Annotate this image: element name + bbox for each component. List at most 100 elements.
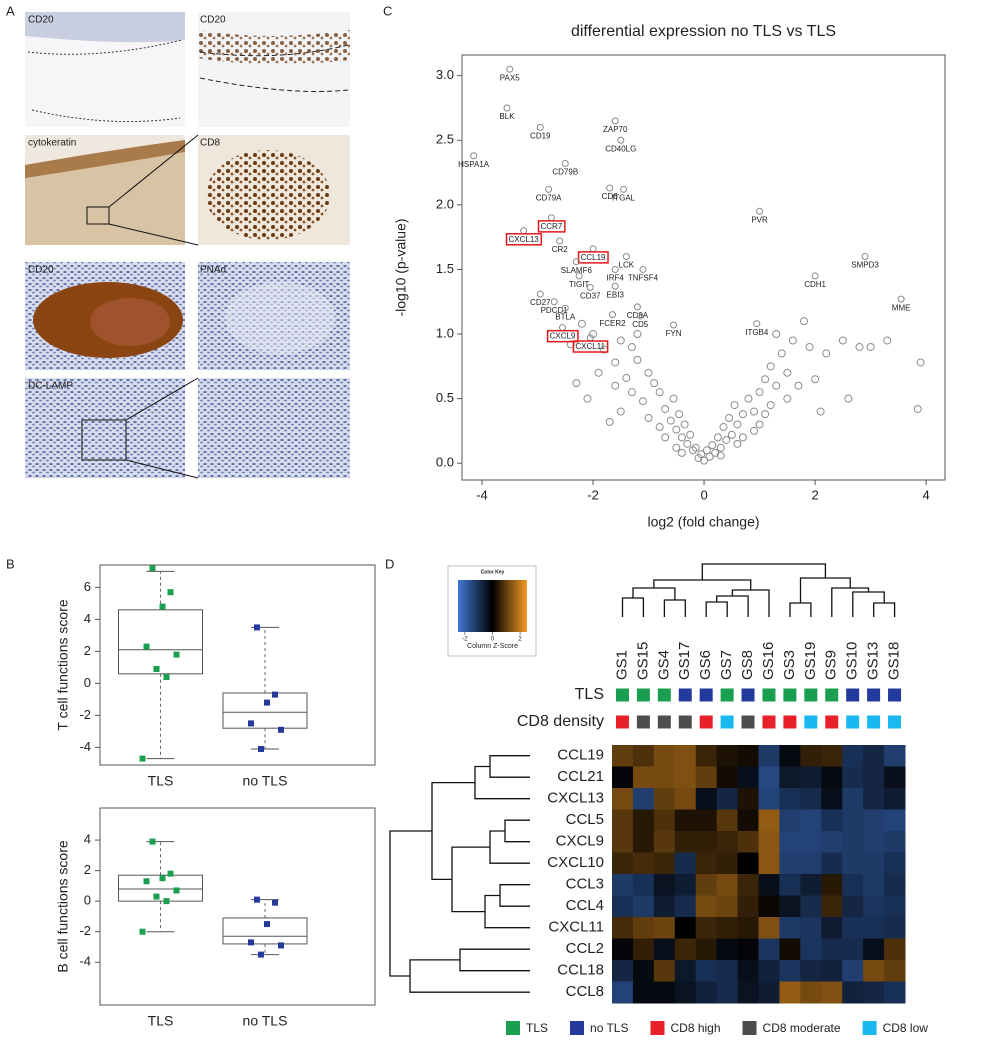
heatmap-cell: [737, 960, 759, 982]
heatmap-cell: [758, 938, 780, 961]
gene-label: CD79B: [552, 168, 578, 177]
annotation-cell: [636, 688, 650, 702]
heatmap-cell: [737, 745, 759, 767]
color-key-label: Column Z-Score: [467, 643, 518, 650]
dashed-outline: [199, 44, 349, 92]
gene-point: [561, 304, 569, 312]
heatmap-cell: [653, 831, 676, 853]
data-point: [248, 720, 254, 727]
heatmap-cell: [612, 981, 634, 1004]
y-tick-label: 0: [84, 893, 91, 908]
heatmap-cell: [695, 788, 718, 810]
data-point: [167, 870, 174, 877]
heatmap-cell: [863, 831, 885, 853]
tissue: [206, 150, 330, 240]
data-point: [822, 349, 831, 358]
tissue: [25, 140, 185, 178]
heatmap-cell: [674, 874, 697, 896]
gene-point: [470, 152, 478, 160]
x-tick-label: 2: [811, 487, 818, 502]
x-tick-label: -4: [476, 487, 488, 502]
heatmap-cell: [800, 895, 822, 918]
data-point: [248, 939, 254, 946]
heatmap-cell: [716, 831, 739, 853]
data-point: [783, 368, 792, 377]
heatmap-cell: [779, 852, 801, 875]
heatmap-cell: [779, 895, 801, 918]
annotation-cell: [762, 715, 776, 729]
heatmap-cell: [863, 981, 885, 1004]
data-point: [264, 699, 270, 706]
stain-label: CD8: [200, 138, 220, 149]
annotation-cell: [846, 715, 860, 729]
column-label: GS9: [823, 650, 840, 680]
heatmap-cell: [612, 917, 634, 939]
annotation-cell: [678, 688, 692, 702]
heatmap-cell: [842, 809, 864, 832]
data-point: [725, 413, 734, 422]
gene-point: [503, 104, 511, 112]
gene-label: HSPA1A: [458, 160, 490, 169]
column-label: GS3: [781, 650, 798, 680]
gene-point: [520, 227, 528, 235]
data-point: [272, 691, 278, 698]
heatmap-cell: [695, 852, 718, 875]
tissue: [25, 12, 185, 43]
heatmap-cell: [674, 938, 697, 961]
row-label: CXCL11: [548, 919, 604, 936]
gene-label: TIGIT: [569, 280, 590, 289]
data-point: [733, 439, 742, 448]
stain-label: CD20: [28, 265, 54, 276]
heatmap-cell: [632, 960, 655, 982]
annotation-cell: [657, 715, 671, 729]
heatmap-cell: [674, 788, 697, 810]
heatmap-cell: [612, 852, 634, 875]
heatmap-cell: [632, 766, 655, 789]
heatmap-cell: [653, 981, 676, 1004]
heatmap-cell: [612, 766, 634, 789]
annotation-cell: [741, 715, 755, 729]
column-label: GS7: [718, 650, 735, 680]
data-point: [705, 452, 714, 461]
heatmap-cell: [695, 809, 718, 832]
data-point: [675, 410, 684, 419]
annotation-cell: [762, 688, 776, 702]
data-point: [611, 358, 620, 367]
gene-label: IRF4: [607, 274, 625, 283]
heatmap-cell: [884, 960, 906, 982]
heatmap-cell: [821, 917, 843, 939]
heatmap-cell: [842, 874, 864, 896]
data-point: [143, 643, 150, 650]
heatmap-cell: [716, 938, 739, 961]
y-tick-label: 4: [84, 832, 91, 847]
heatmap-cell: [716, 745, 739, 767]
color-key-frame: [447, 565, 537, 657]
annotation-cell: [888, 715, 902, 729]
data-point: [644, 413, 653, 422]
data-point: [750, 426, 759, 435]
heatmap-cell: [716, 852, 739, 875]
heatmap-cell: [842, 981, 864, 1004]
data-point: [716, 443, 725, 452]
heatmap-cell: [716, 874, 739, 896]
heatmap-cell: [884, 895, 906, 918]
gene-label: CXCL11: [575, 342, 605, 351]
heatmap-cell: [884, 745, 906, 767]
heatmap-cell: [884, 852, 906, 875]
heatmap-cell: [821, 895, 843, 918]
data-point: [167, 589, 174, 596]
gene-point: [897, 295, 905, 303]
tissue: [225, 282, 335, 354]
y-tick-label: 2.0: [436, 196, 454, 211]
heatmap-cell: [695, 981, 718, 1004]
data-point: [730, 401, 739, 410]
row-label: CCL8: [566, 983, 604, 1000]
heatmap-cell: [758, 874, 780, 896]
heatmap-cell: [842, 745, 864, 767]
data-point: [816, 407, 825, 416]
y-tick-label: 6: [84, 579, 91, 594]
highlight-box: [537, 220, 566, 233]
box: [222, 692, 308, 729]
heatmap-cell: [632, 809, 655, 832]
data-point: [258, 746, 264, 752]
